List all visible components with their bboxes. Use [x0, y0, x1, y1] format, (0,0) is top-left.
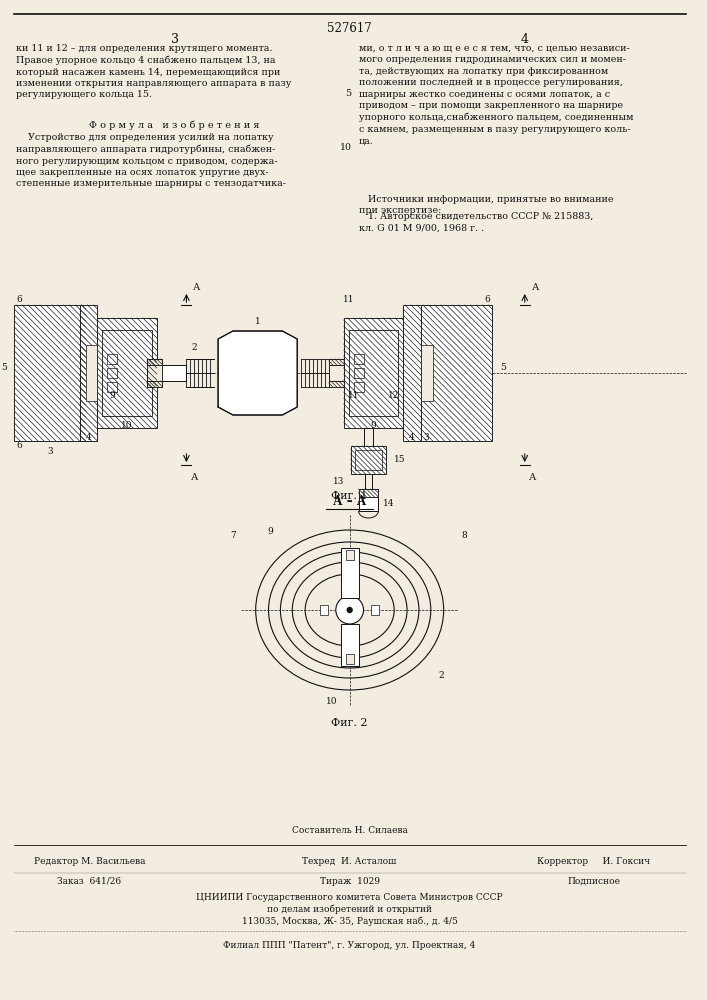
Text: Фиг. 2: Фиг. 2 [332, 718, 368, 728]
Text: 6: 6 [16, 442, 22, 450]
Text: А: А [190, 473, 198, 482]
Text: А – А: А – А [333, 495, 366, 508]
Bar [346, 654, 354, 664]
Text: 113035, Москва, Ж- 35, Раушская наб., д. 4/5: 113035, Москва, Ж- 35, Раушская наб., д.… [242, 917, 457, 926]
Text: 1. Авторское свидетельство СССР № 215883,
кл. G 01 M 9/00, 1968 г. .: 1. Авторское свидетельство СССР № 215883… [358, 212, 593, 232]
Text: Устройство для определения усилий на лопатку
направляющего аппарата гидротурбины: Устройство для определения усилий на лоп… [16, 133, 286, 188]
Text: 12: 12 [387, 390, 399, 399]
Text: 3: 3 [47, 446, 53, 456]
Bar [358, 489, 378, 497]
Bar [346, 550, 354, 560]
Text: 8: 8 [462, 530, 467, 540]
Text: Ф о р м у л а   и з о б р е т е н и я: Ф о р м у л а и з о б р е т е н и я [89, 120, 259, 129]
Bar [103, 330, 152, 416]
Text: 10: 10 [326, 698, 338, 706]
Bar [107, 354, 117, 364]
Bar [86, 345, 98, 401]
Text: 11: 11 [343, 296, 354, 304]
Text: Техред  И. Асталош: Техред И. Асталош [303, 857, 397, 866]
Bar [147, 359, 162, 387]
Bar [371, 605, 380, 615]
Bar [341, 548, 358, 598]
Bar [344, 318, 403, 428]
Text: ми, о т л и ч а ю щ е е с я тем, что, с целью независи-
мого определения гидроди: ми, о т л и ч а ю щ е е с я тем, что, с … [358, 44, 633, 145]
Text: 4: 4 [86, 434, 91, 442]
Text: ЦНИИПИ Государственного комитета Совета Министров СССР: ЦНИИПИ Государственного комитета Совета … [197, 893, 503, 902]
Bar [341, 624, 358, 666]
Bar [355, 450, 382, 470]
Bar [421, 305, 492, 441]
Text: 5: 5 [500, 363, 506, 372]
Bar [354, 382, 363, 392]
Text: Корректор     И. Гоксич: Корректор И. Гоксич [537, 857, 650, 866]
Text: 15: 15 [395, 456, 406, 464]
Text: 527617: 527617 [327, 22, 372, 35]
Bar [147, 359, 162, 365]
Text: Источники информации, принятые во внимание
при экспертизе:: Источники информации, принятые во вниман… [358, 195, 613, 215]
Text: 3: 3 [423, 434, 428, 442]
Text: Составитель Н. Силаева: Составитель Н. Силаева [292, 826, 408, 835]
Text: 4: 4 [409, 434, 415, 442]
Text: А: А [529, 473, 536, 482]
Text: 14: 14 [382, 498, 394, 508]
Text: по делам изобретений и открытий: по делам изобретений и открытий [267, 905, 432, 914]
Text: 1: 1 [255, 316, 261, 326]
Bar [147, 381, 162, 387]
Text: 5: 5 [346, 90, 351, 99]
Bar [421, 345, 433, 401]
Bar [358, 489, 378, 511]
Text: Заказ  641/26: Заказ 641/26 [57, 877, 122, 886]
Text: Подписное: Подписное [568, 877, 621, 886]
Bar [354, 354, 363, 364]
Text: 4: 4 [521, 33, 529, 46]
Text: 13: 13 [333, 478, 344, 487]
Text: Филиал ППП "Патент", г. Ужгород, ул. Проектная, 4: Филиал ППП "Патент", г. Ужгород, ул. Про… [223, 941, 476, 950]
Bar [107, 382, 117, 392]
Text: 3: 3 [170, 33, 179, 46]
Bar [349, 330, 398, 416]
Bar [107, 368, 117, 378]
Bar [354, 368, 363, 378]
Text: Фиг. 1: Фиг. 1 [332, 491, 368, 501]
Bar [329, 359, 344, 365]
Polygon shape [218, 331, 297, 415]
Text: 9: 9 [370, 422, 376, 430]
Text: 2: 2 [439, 670, 444, 680]
Text: 2: 2 [192, 344, 197, 353]
Circle shape [336, 596, 363, 624]
Text: 6: 6 [484, 296, 490, 304]
Text: 11: 11 [348, 390, 359, 399]
Bar [320, 605, 328, 615]
Bar [14, 305, 86, 441]
Bar [329, 365, 368, 381]
Text: 10: 10 [339, 142, 351, 151]
Bar [80, 305, 98, 441]
Circle shape [347, 607, 352, 612]
Text: 5: 5 [1, 363, 7, 372]
Text: 10: 10 [122, 422, 133, 430]
Text: А: А [532, 283, 539, 292]
Bar [351, 446, 386, 474]
Text: Тираж  1029: Тираж 1029 [320, 877, 380, 886]
Text: 9: 9 [110, 390, 115, 399]
Bar [98, 318, 157, 428]
Text: А: А [193, 283, 201, 292]
Bar [329, 359, 344, 387]
Text: ки 11 и 12 – для определения крутящего момента.
Правое упорное кольцо 4 снабжено: ки 11 и 12 – для определения крутящего м… [16, 44, 292, 99]
Text: 7: 7 [230, 530, 236, 540]
Bar [329, 381, 344, 387]
Bar [147, 365, 187, 381]
Text: Редактор М. Васильева: Редактор М. Васильева [34, 857, 145, 866]
Text: 9: 9 [267, 528, 274, 536]
Bar [403, 305, 421, 441]
Text: 6: 6 [16, 296, 22, 304]
